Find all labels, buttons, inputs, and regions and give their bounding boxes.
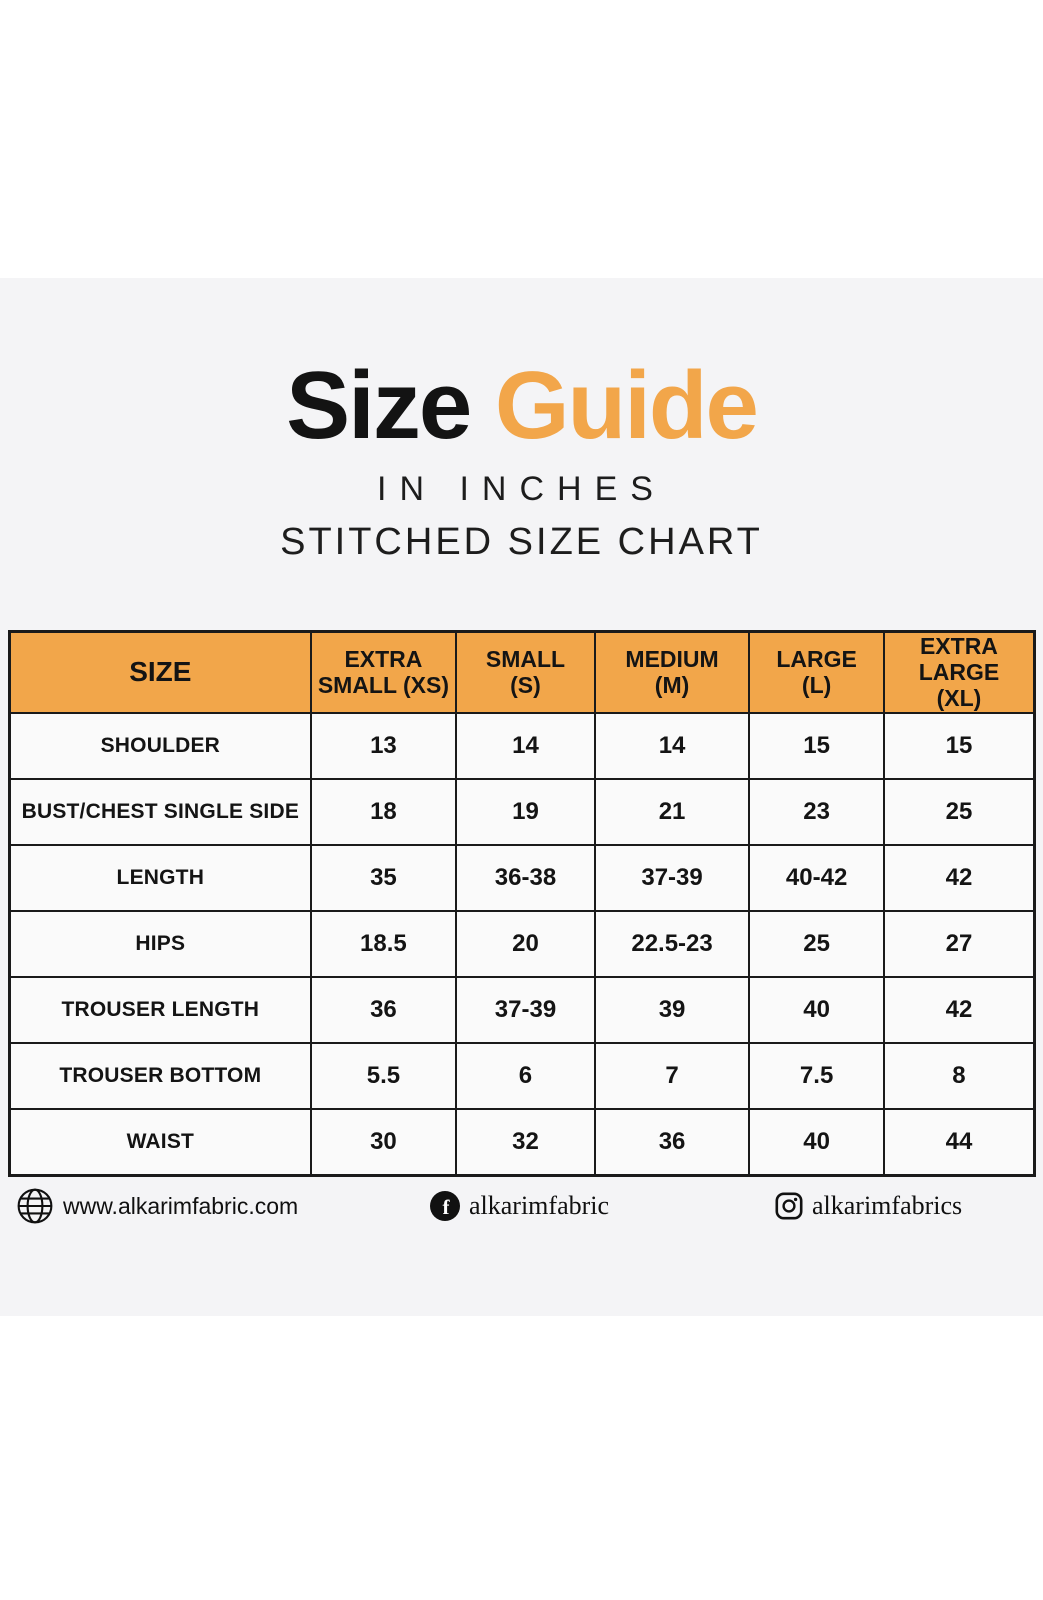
header-label: (M): [654, 672, 690, 699]
row-label-cell: WAIST: [8, 1107, 312, 1177]
value-cell: 40: [748, 1107, 885, 1177]
table-row-trouser-bottom: TROUSER BOTTOM 5.5 6 7 7.5 8: [8, 1041, 1036, 1110]
svg-text:f: f: [443, 1195, 451, 1219]
table-row-trouser-length: TROUSER LENGTH 36 37-39 39 40 42: [8, 975, 1036, 1044]
value-cell: 36: [593, 1107, 751, 1177]
content-panel: Size Guide IN INCHES STITCHED SIZE CHART…: [0, 278, 1043, 1316]
value-cell: 13: [309, 711, 458, 780]
value-cell: 37-39: [593, 843, 751, 912]
value-cell: 15: [748, 711, 885, 780]
value-cell: 5.5: [309, 1041, 458, 1110]
website-url: www.alkarimfabric.com: [63, 1192, 299, 1219]
footer: www.alkarimfabric.com f alkarimfabric al…: [0, 1176, 1043, 1236]
value-cell: 36-38: [455, 843, 596, 912]
title-block: Size Guide IN INCHES STITCHED SIZE CHART: [0, 358, 1043, 564]
value-cell: 42: [882, 975, 1036, 1044]
value-cell: 36: [309, 975, 458, 1044]
instagram-link[interactable]: alkarimfabrics: [775, 1176, 962, 1236]
title-word-guide: Guide: [494, 352, 759, 459]
title-word-size: Size: [286, 352, 472, 459]
value-cell: 18.5: [309, 909, 458, 978]
header-label: LARGE: [776, 646, 857, 673]
value-cell: 39: [593, 975, 751, 1044]
value-cell: 22.5-23: [593, 909, 751, 978]
value-cell: 14: [455, 711, 596, 780]
value-cell: 25: [748, 909, 885, 978]
facebook-icon: f: [430, 1191, 460, 1221]
row-label-cell: BUST/CHEST SINGLE SIDE: [8, 777, 312, 846]
table-row-shoulder: SHOULDER 13 14 14 15 15: [8, 711, 1036, 780]
header-cell-extra-large: EXTRA LARGE (XL): [882, 630, 1036, 714]
row-label-cell: HIPS: [8, 909, 312, 978]
row-label-cell: SHOULDER: [8, 711, 312, 780]
value-cell: 21: [593, 777, 751, 846]
header-label: (XL): [936, 685, 982, 712]
value-cell: 19: [455, 777, 596, 846]
value-cell: 14: [593, 711, 751, 780]
facebook-link[interactable]: f alkarimfabric: [430, 1176, 609, 1236]
value-cell: 32: [455, 1107, 596, 1177]
value-cell: 40: [748, 975, 885, 1044]
value-cell: 15: [882, 711, 1036, 780]
facebook-handle: alkarimfabric: [469, 1191, 610, 1220]
instagram-handle: alkarimfabrics: [812, 1191, 963, 1220]
value-cell: 20: [455, 909, 596, 978]
value-cell: 7: [593, 1041, 751, 1110]
header-cell-small: SMALL (S): [455, 630, 596, 714]
instagram-icon: [775, 1192, 803, 1220]
table-row-bust-chest: BUST/CHEST SINGLE SIDE 18 19 21 23 25: [8, 777, 1036, 846]
value-cell: 42: [882, 843, 1036, 912]
value-cell: 7.5: [748, 1041, 885, 1110]
table-header-row: SIZE EXTRA SMALL (XS) SMALL (S) MEDIUM (M) …: [8, 630, 1036, 714]
table-row-length: LENGTH 35 36-38 37-39 40-42 42: [8, 843, 1036, 912]
header-label: (S): [510, 672, 541, 699]
header-label: (L): [801, 672, 832, 699]
website-link[interactable]: www.alkarimfabric.com: [16, 1176, 298, 1236]
header-cell-size: SIZE: [8, 630, 312, 714]
page-title: Size Guide: [0, 358, 1043, 454]
header-label: MEDIUM: [625, 646, 719, 673]
value-cell: 27: [882, 909, 1036, 978]
subtitle-in-inches: IN INCHES: [377, 470, 666, 508]
value-cell: 6: [455, 1041, 596, 1110]
header-cell-extra-small: EXTRA SMALL (XS): [309, 630, 458, 714]
row-label-cell: TROUSER LENGTH: [8, 975, 312, 1044]
subtitle-stitched-size-chart: STITCHED SIZE CHART: [280, 521, 763, 563]
header-label: EXTRA: [344, 646, 423, 673]
header-label: EXTRA LARGE: [918, 633, 1000, 686]
row-label-cell: TROUSER BOTTOM: [8, 1041, 312, 1110]
row-label-cell: LENGTH: [8, 843, 312, 912]
value-cell: 30: [309, 1107, 458, 1177]
value-cell: 18: [309, 777, 458, 846]
value-cell: 44: [882, 1107, 1036, 1177]
size-chart-table: SIZE EXTRA SMALL (XS) SMALL (S) MEDIUM (M) …: [8, 630, 1036, 1177]
value-cell: 37-39: [455, 975, 596, 1044]
value-cell: 40-42: [748, 843, 885, 912]
header-label: SMALL: [485, 646, 566, 673]
table-row-waist: WAIST 30 32 36 40 44: [8, 1107, 1036, 1177]
header-label: SIZE: [129, 656, 192, 688]
header-cell-medium: MEDIUM (M): [593, 630, 751, 714]
value-cell: 25: [882, 777, 1036, 846]
header-label: SMALL (XS): [317, 672, 449, 699]
header-cell-large: LARGE (L): [748, 630, 885, 714]
table-row-hips: HIPS 18.5 20 22.5-23 25 27: [8, 909, 1036, 978]
globe-icon: [17, 1188, 53, 1224]
value-cell: 23: [748, 777, 885, 846]
value-cell: 35: [309, 843, 458, 912]
value-cell: 8: [882, 1041, 1036, 1110]
